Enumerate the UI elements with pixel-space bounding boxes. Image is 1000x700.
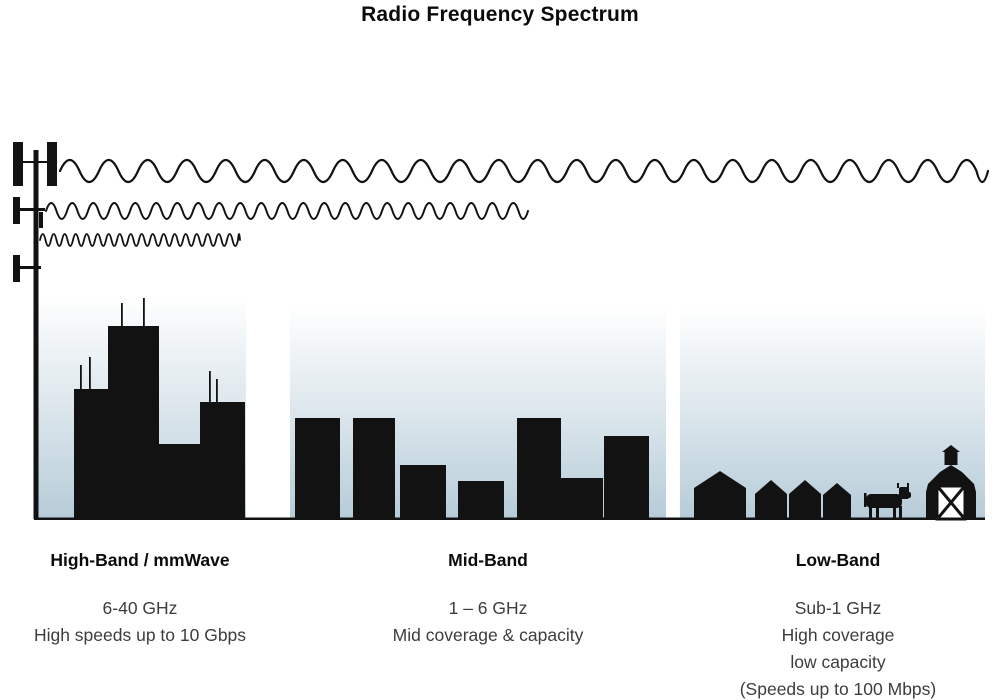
high-frequency-wave <box>39 233 241 247</box>
house-icon <box>694 471 851 519</box>
band-caption-low: Low-Band Sub-1 GHz High coverage low cap… <box>688 550 988 700</box>
band-frequency-low: Sub-1 GHz <box>794 598 882 618</box>
spectrum-illustration <box>13 142 990 521</box>
mid-frequency-wave <box>45 202 529 220</box>
band-detail: low capacity <box>790 652 886 672</box>
city-skyline-icon <box>74 298 245 519</box>
band-detail: High coverage <box>781 625 895 645</box>
band-caption-high: High-Band / mmWave 6-40 GHz High speeds … <box>10 550 270 649</box>
band-caption-mid: Mid-Band 1 – 6 GHz Mid coverage & capaci… <box>358 550 618 649</box>
band-label-high: High-Band / mmWave <box>50 550 230 570</box>
band-detail: High speeds up to 10 Gbps <box>33 625 247 645</box>
band-frequency-mid: 1 – 6 GHz <box>448 598 528 618</box>
cow-icon <box>864 483 911 518</box>
farm-scene <box>694 445 976 521</box>
band-label-mid: Mid-Band <box>448 550 528 570</box>
band-detail: (Speeds up to 100 Mbps) <box>739 679 937 699</box>
diagram-title: Radio Frequency Spectrum <box>361 3 639 26</box>
ground-line <box>34 517 985 520</box>
cell-tower-icon <box>13 142 57 519</box>
band-detail: Mid coverage & capacity <box>392 625 584 645</box>
barn-icon <box>926 445 976 521</box>
band-frequency-high: 6-40 GHz <box>102 598 178 618</box>
mid-buildings-icon <box>295 418 649 519</box>
low-frequency-wave <box>58 158 990 184</box>
band-label-low: Low-Band <box>795 550 881 570</box>
